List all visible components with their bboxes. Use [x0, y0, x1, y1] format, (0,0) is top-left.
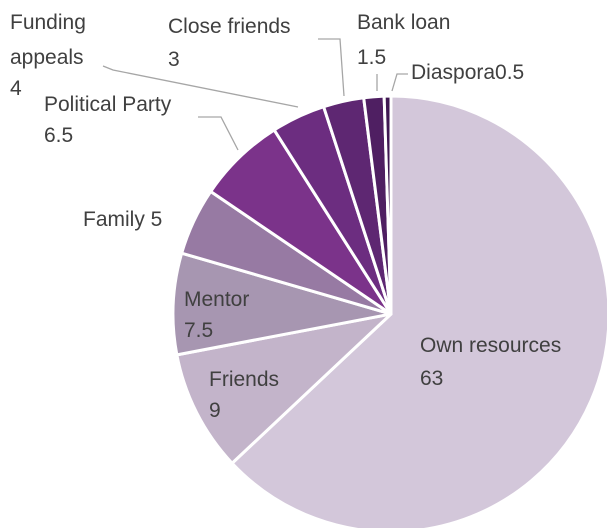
label-leader-lines: [102, 38, 408, 151]
category-label-funding-appeals-2: appeals: [10, 46, 84, 69]
leader-line-funding-appeals: [102, 65, 299, 108]
category-label-own-resources: Own resources: [420, 334, 561, 357]
pie-slice-own-resources: [230, 94, 607, 528]
category-label-bank-loan: Bank loan: [357, 11, 450, 34]
leader-line-diaspora0-5: [391, 73, 408, 92]
pie-slice-friends: [175, 312, 393, 465]
category-label-funding-appeals-1: Funding: [10, 11, 86, 34]
value-label-funding-appeals: 4: [10, 77, 22, 100]
leader-line-close-friends: [318, 38, 345, 97]
pie-slices: [171, 94, 607, 528]
value-label-friends: 9: [209, 399, 221, 422]
category-label-family-5: Family 5: [83, 208, 162, 231]
value-label-close-friends: 3: [168, 48, 180, 71]
value-label-political-party: 6.5: [44, 124, 73, 147]
category-label-close-friends: Close friends: [168, 15, 291, 38]
value-label-own-resources: 63: [420, 367, 443, 390]
value-label-mentor: 7.5: [184, 319, 213, 342]
category-label-diaspora0-5: Diaspora0.5: [411, 61, 524, 84]
slice-labels: Own resources 63 Friends 9 Mentor 7.5 Family 5…: [10, 11, 561, 422]
leader-line-political-party: [198, 116, 239, 151]
value-label-bank-loan: 1.5: [357, 46, 386, 69]
category-label-friends: Friends: [209, 368, 279, 391]
category-label-mentor: Mentor: [184, 288, 249, 311]
pie-slice-mentor: [171, 251, 393, 357]
category-label-political-party: Political Party: [44, 93, 172, 116]
pie-slice-diaspora0-5: [382, 94, 393, 316]
